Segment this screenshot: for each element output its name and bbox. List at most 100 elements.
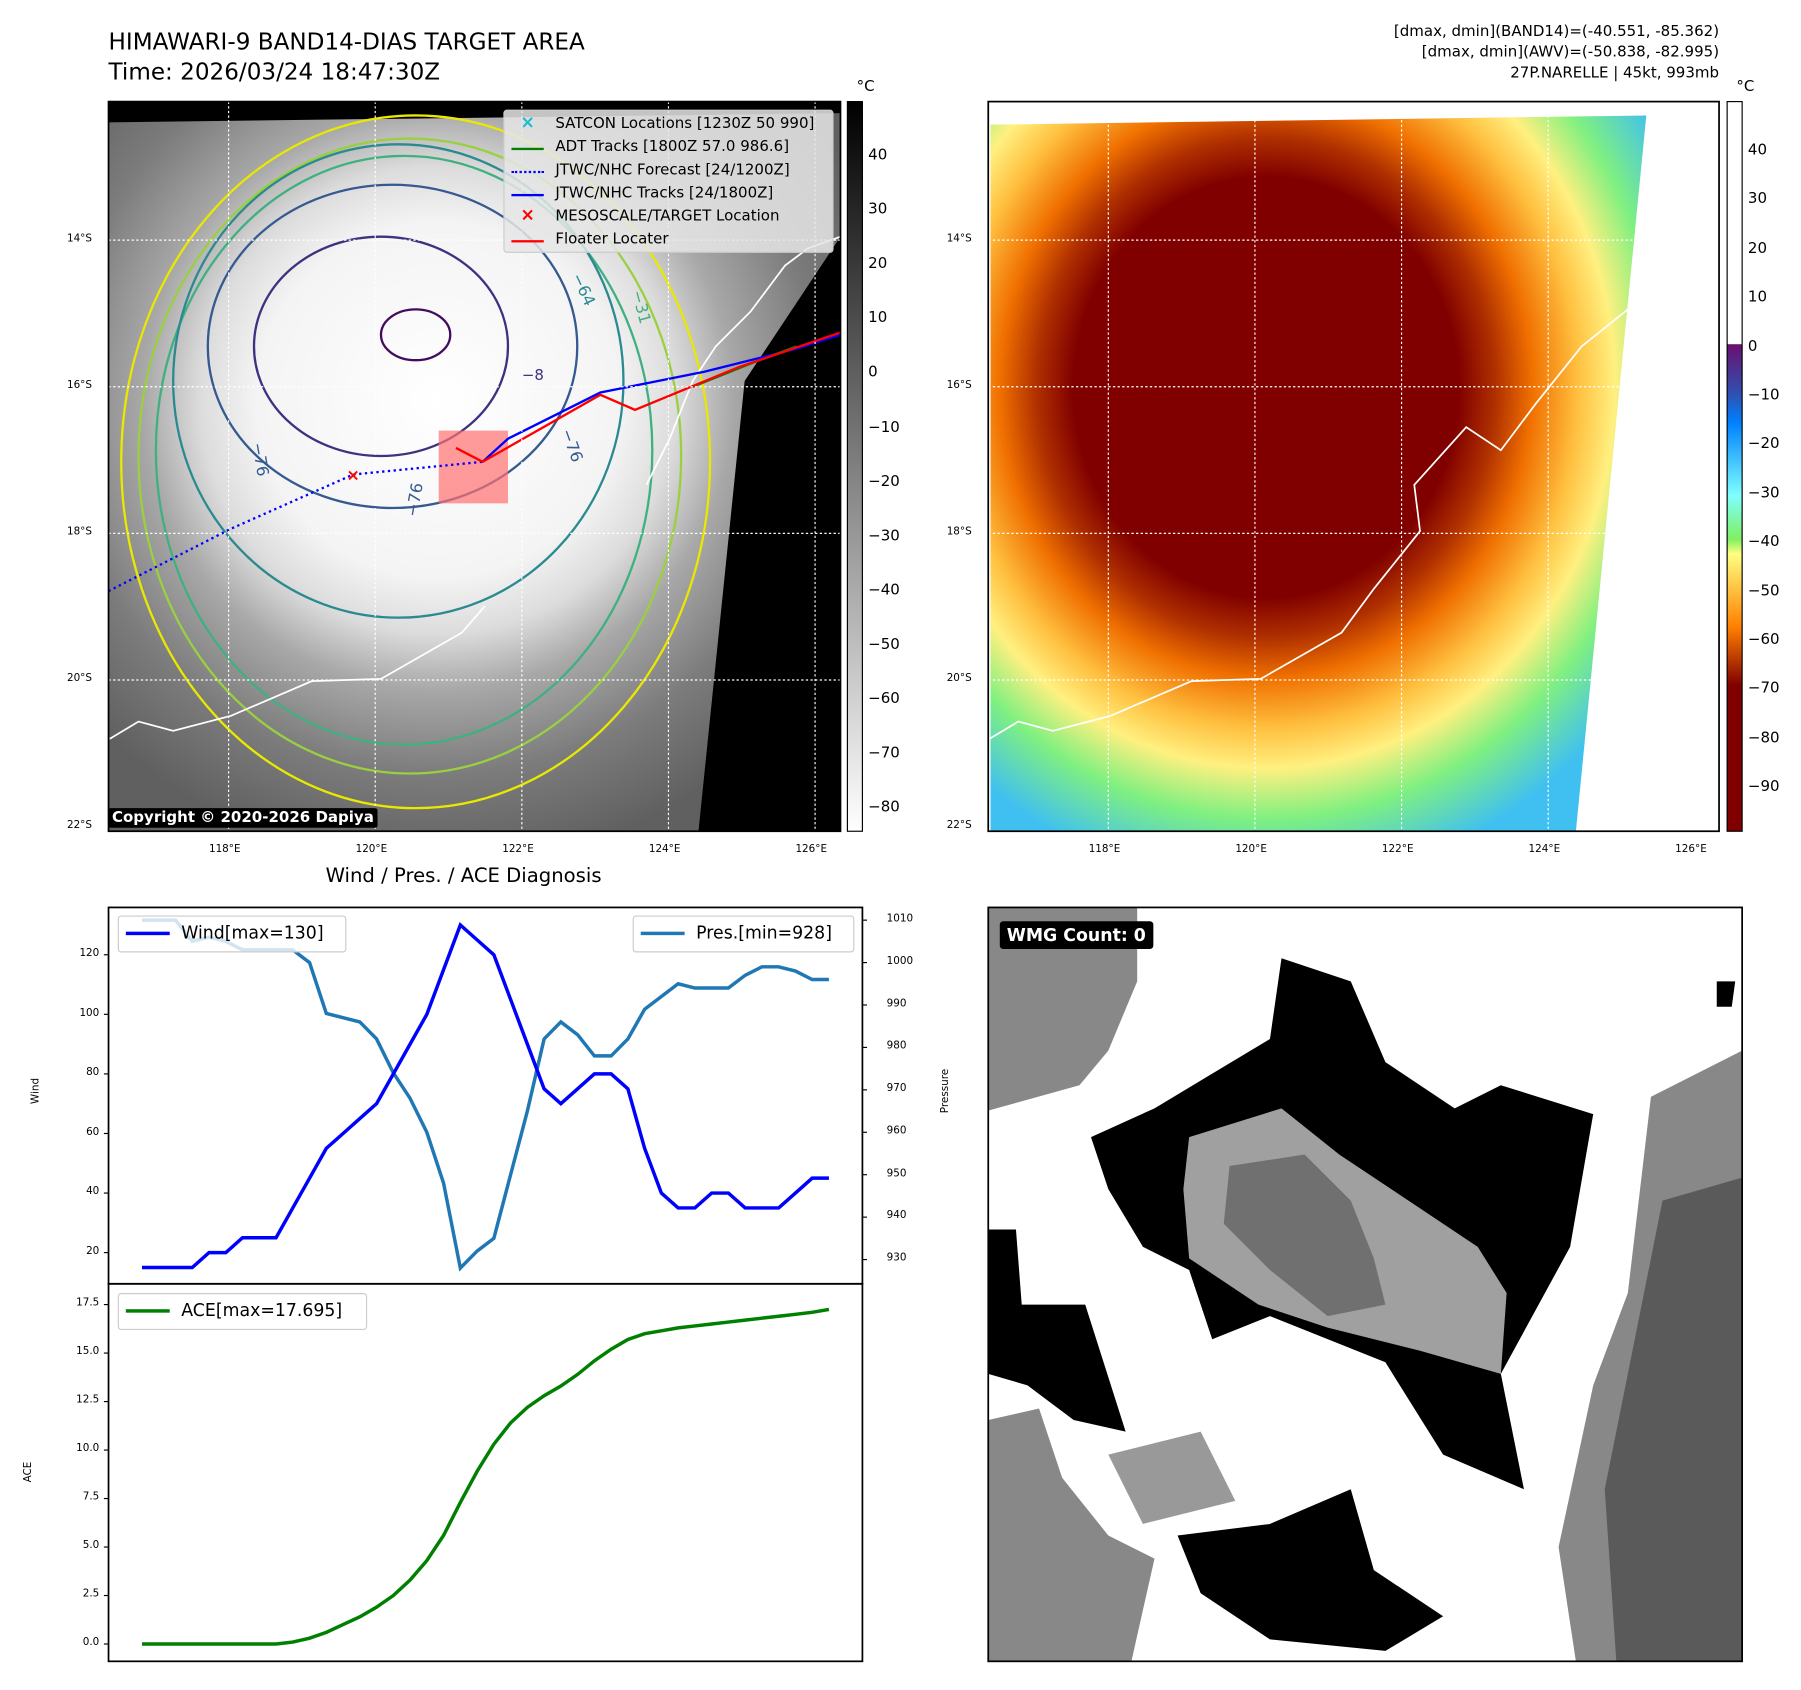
awv-colorbar-tick: −70	[1747, 680, 1780, 698]
axis-ticks	[103, 919, 868, 1645]
pressure-legend: Pres.[min=928]	[632, 915, 855, 953]
contour-lime	[137, 137, 683, 775]
pressure-tick-label: 990	[886, 998, 907, 1010]
ace-tick-label: 5.0	[82, 1540, 100, 1552]
stats-band14: [dmax, dmin](BAND14)=(-40.551, -85.362)	[1393, 23, 1720, 41]
awv-map	[988, 101, 1720, 832]
lon-label: 122°E	[502, 843, 534, 856]
awv-colorbar-tick: −90	[1747, 778, 1780, 796]
ir-colorbar-tick: 20	[868, 255, 888, 273]
ace-legend: ACE[max=17.695]	[117, 1293, 368, 1330]
wind-legend: Wind[max=130]	[117, 915, 347, 953]
lat-label: 18°S	[946, 526, 972, 538]
lon-label: 122°E	[1381, 843, 1414, 856]
floater-track	[455, 331, 841, 464]
wind-tick-label: 40	[86, 1186, 100, 1198]
ace-legend-swatch	[125, 1309, 170, 1313]
pressure-legend-label: Pres.[min=928]	[696, 922, 832, 944]
gridlines	[988, 101, 1720, 832]
awv-imagery	[990, 115, 1647, 832]
x-icon: ×	[520, 111, 535, 133]
awv-colorbar-tick: −50	[1747, 582, 1780, 600]
dotted-line-icon	[511, 170, 544, 174]
lon-label: 124°E	[1528, 843, 1561, 856]
ir-colorbar-tick: 30	[868, 200, 888, 219]
chart-title: Wind / Pres. / ACE Diagnosis	[325, 864, 602, 888]
legend-label: SATCON Locations [1230Z 50 990]	[555, 115, 815, 133]
awv-colorbar-tick: −80	[1747, 729, 1780, 747]
stats-awv: [dmax, dmin](AWV)=(-50.838, -82.995)	[1421, 43, 1720, 62]
ace-tick-label: 15.0	[76, 1346, 100, 1358]
ace-tick-label: 0.0	[82, 1637, 100, 1649]
ir-colorbar-tick: −30	[868, 527, 900, 545]
pressure-tick-label: 1010	[886, 913, 914, 925]
pressure-tick-label: 940	[886, 1210, 907, 1222]
wind-tick-label: 100	[79, 1007, 100, 1019]
ace-legend-label: ACE[max=17.695]	[181, 1299, 343, 1321]
pressure-legend-swatch	[640, 931, 685, 936]
ir-colorbar-tick: −70	[868, 744, 900, 763]
lat-label: 14°S	[946, 233, 972, 245]
awv-colorbar-tick: 0	[1747, 337, 1758, 356]
coastline	[988, 299, 1640, 740]
map-legend: × SATCON Locations [1230Z 50 990] ADT Trac…	[503, 109, 834, 253]
ir-colorbar-unit: °C	[856, 78, 875, 96]
x-icon: ×	[520, 204, 535, 226]
awv-colorbar-tick: 10	[1747, 288, 1768, 307]
ace-line	[142, 1307, 830, 1646]
contour-yellow	[120, 114, 712, 810]
ace-tick-label: 12.5	[76, 1394, 100, 1407]
legend-label: Floater Locater	[555, 230, 669, 249]
pressure-tick-label: 930	[886, 1252, 907, 1265]
figure-title: HIMAWARI-9 BAND14-DIAS TARGET AREA	[108, 27, 585, 56]
jtwc-track	[481, 333, 841, 463]
wind-legend-label: Wind[max=130]	[181, 922, 324, 944]
ir-colorbar-tick: −50	[868, 636, 900, 654]
legend-label: JTWC/NHC Forecast [24/1200Z]	[555, 161, 790, 179]
ir-colorbar-tick: −40	[868, 581, 900, 599]
target-location-marker: ×	[346, 465, 360, 484]
storm-info: 27P.NARELLE | 45kt, 993mb	[1510, 64, 1720, 82]
target-area-box	[438, 430, 508, 504]
ace-plot	[141, 1307, 830, 1646]
jtwc-forecast-track	[108, 460, 483, 593]
ir-colorbar-tick: −60	[868, 690, 900, 708]
pressure-axis-label: Pressure	[940, 1068, 952, 1114]
awv-colorbar-tick: 30	[1747, 190, 1768, 209]
lon-label: 118°E	[1088, 843, 1121, 856]
wind-line	[142, 922, 829, 1270]
wind-pressure-plot	[141, 918, 830, 1272]
contour-indigo	[252, 235, 510, 458]
awv-colorbar-tick: −30	[1747, 484, 1780, 502]
contour-label: −8	[521, 367, 544, 385]
line-icon	[511, 240, 544, 243]
ir-colorbar-tick: −20	[868, 472, 900, 491]
contour-blue	[206, 183, 579, 510]
pressure-line	[142, 918, 829, 1272]
ir-colorbar-tick: −80	[868, 799, 900, 817]
lat-label: 20°S	[946, 673, 972, 685]
ir-colorbar-tick: 40	[868, 146, 888, 164]
lat-label: 16°S	[66, 379, 92, 392]
awv-colorbar-tick: −10	[1747, 386, 1780, 405]
wmg-panel	[988, 907, 1743, 1662]
copyright-badge: Copyright © 2020-2026 Dapiya	[108, 808, 378, 828]
lon-label: 118°E	[208, 843, 241, 856]
wind-legend-swatch	[125, 931, 170, 936]
contour-green	[154, 154, 654, 746]
lon-label: 126°E	[1675, 843, 1707, 856]
legend-label: ADT Tracks [1800Z 57.0 986.6]	[555, 138, 790, 156]
pressure-tick-label: 960	[886, 1125, 907, 1137]
lon-label: 120°E	[1235, 843, 1267, 856]
pressure-tick-label: 980	[886, 1040, 907, 1053]
contour-purple	[379, 308, 452, 362]
pressure-tick-label: 970	[886, 1082, 907, 1095]
wmg-count-badge: WMG Count: 0	[999, 921, 1153, 949]
lat-label: 16°S	[946, 379, 972, 392]
ace-axis-label: ACE	[23, 1461, 35, 1483]
lat-label: 14°S	[66, 233, 92, 245]
awv-colorbar-tick: −60	[1747, 631, 1780, 649]
coastline	[109, 605, 486, 740]
